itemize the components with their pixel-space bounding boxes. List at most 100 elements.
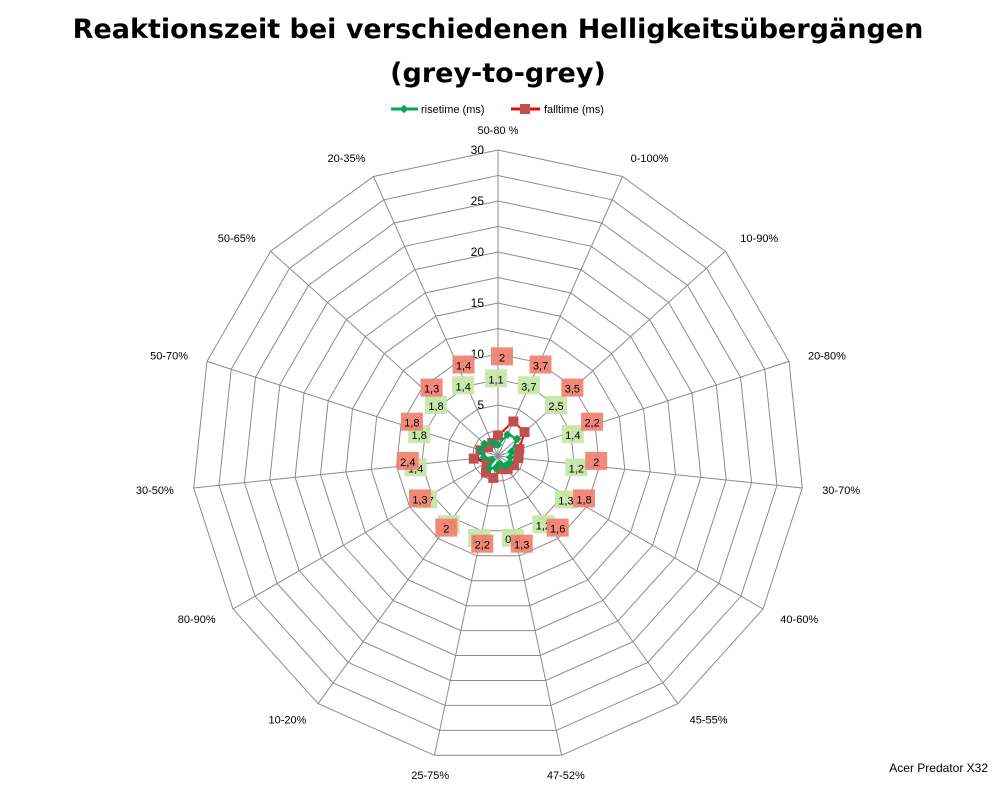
risetime-data-label: 1,4 (456, 381, 471, 393)
risetime-data-label: 2,5 (548, 401, 563, 413)
falltime-data-label-bg (546, 518, 569, 537)
credit-text: Acer Predator X32 (889, 761, 988, 775)
risetime-data-label: 1,8 (428, 401, 443, 413)
risetime-data-label: 1,8 (412, 430, 427, 442)
falltime-data-label-bg (529, 355, 552, 374)
falltime-data-label: 3,5 (565, 384, 580, 396)
falltime-point (495, 464, 506, 474)
falltime-data-label-bg (400, 412, 423, 431)
grid-ring (243, 200, 753, 706)
falltime-data-label-bg (420, 378, 443, 397)
falltime-data-label: 3,7 (533, 361, 548, 373)
falltime-data-label-bg (409, 489, 431, 508)
chart-title-line1: Reaktionszeit bei verschiedenen Helligke… (73, 14, 924, 45)
falltime-data-label-bg (452, 355, 475, 374)
risetime-data-label-bg (485, 369, 507, 388)
risetime-data-label-bg (565, 458, 588, 477)
category-label: 50-70% (150, 350, 188, 362)
risetime-point (479, 453, 489, 462)
risetime-point (491, 463, 500, 473)
falltime-point (481, 457, 492, 468)
risetime-data-label-bg (545, 396, 567, 414)
grid-ring (294, 251, 702, 656)
falltime-data-label: 1,6 (550, 524, 565, 536)
risetime-point (503, 430, 512, 439)
falltime-data-label-bg (573, 489, 595, 508)
falltime-data-label: 2 (499, 352, 505, 364)
falltime-data-label-bg (396, 451, 419, 470)
grid-ring (193, 149, 803, 756)
category-label: 30-50% (136, 485, 174, 497)
legend: risetime (ms) falltime (ms) (391, 104, 604, 116)
category-label: 80-90% (178, 614, 216, 626)
category-label: 45-55% (690, 715, 728, 727)
grid-spoke (373, 176, 499, 457)
falltime-data-label-bg (491, 347, 513, 366)
falltime-point (488, 472, 499, 483)
grid-spoke (193, 455, 499, 489)
falltime-data-label: 2,2 (584, 418, 599, 430)
risetime-data-label-bg (517, 376, 540, 395)
risetime-data-label-bg (554, 490, 577, 509)
legend-risetime-label: risetime (ms) (421, 104, 485, 116)
falltime-data-label: 1,3 (424, 384, 439, 396)
risetime-point (507, 447, 516, 456)
radial-tick-label: 25 (471, 194, 485, 208)
falltime-data-label: 2,4 (400, 457, 415, 469)
category-label: 50-80 % (478, 125, 519, 137)
grid-spoke (433, 455, 499, 756)
radar-grid (193, 149, 803, 756)
risetime-data-label: 1,4 (565, 430, 580, 442)
category-label: 10-20% (268, 715, 306, 727)
grid-ring (269, 225, 727, 681)
falltime-data-label-bg (510, 534, 533, 553)
falltime-data-label-bg (471, 534, 494, 553)
grid-spoke (497, 360, 790, 457)
category-label: 30-70% (822, 485, 860, 497)
grid-ring (446, 404, 550, 507)
risetime-point (487, 438, 497, 448)
category-label: 20-35% (327, 153, 365, 165)
grid-spoke (317, 455, 499, 704)
falltime-point (519, 427, 530, 438)
grid-ring (319, 276, 677, 632)
legend-item-risetime: risetime (ms) (391, 104, 485, 116)
grid-ring (421, 378, 575, 532)
falltime-data-label: 2,2 (475, 540, 490, 552)
falltime-point (493, 430, 503, 441)
grid-spoke (497, 250, 726, 457)
risetime-data-label: 1,2 (569, 463, 584, 475)
grid-spoke (497, 455, 764, 610)
falltime-data-label-bg (585, 451, 608, 470)
category-label: 40-60% (780, 614, 818, 626)
falltime-data-label-bg (435, 518, 458, 537)
risetime-point (476, 446, 485, 455)
category-labels: 50-80 % 0-100% 10-90% 20-80% 30-70% 40-60% 45-… (136, 125, 860, 782)
risetime-data-label-bg (452, 376, 475, 395)
legend-item-falltime: falltime (ms) (511, 104, 604, 116)
category-label: 25-75% (411, 770, 449, 782)
category-label: 0-100% (631, 153, 669, 165)
falltime-point (508, 460, 519, 471)
falltime-data-label: 1,3 (514, 540, 529, 552)
legend-falltime-label: falltime (ms) (544, 104, 604, 116)
falltime-point (513, 453, 524, 464)
grid-spoke (497, 455, 563, 756)
falltime-point (468, 453, 479, 464)
risetime-point (512, 434, 522, 444)
grid-spoke (497, 455, 803, 489)
grid-spoke (497, 455, 679, 704)
falltime-point (514, 444, 525, 455)
falltime-data-label: 1,4 (456, 361, 471, 373)
data-labels: 1,13,72,51,41,21,31,20,81,21,50,71,41,81… (396, 347, 608, 553)
falltime-data-label: 2 (443, 524, 449, 536)
data-series (468, 416, 530, 483)
risetime-point (487, 455, 497, 464)
radial-tick-label: 30 (471, 143, 485, 157)
legend-falltime-marker (520, 104, 530, 114)
falltime-data-label: 1,3 (412, 494, 427, 506)
risetime-point (480, 439, 489, 448)
grid-spoke (206, 360, 499, 457)
falltime-data-label-bg (561, 378, 584, 397)
